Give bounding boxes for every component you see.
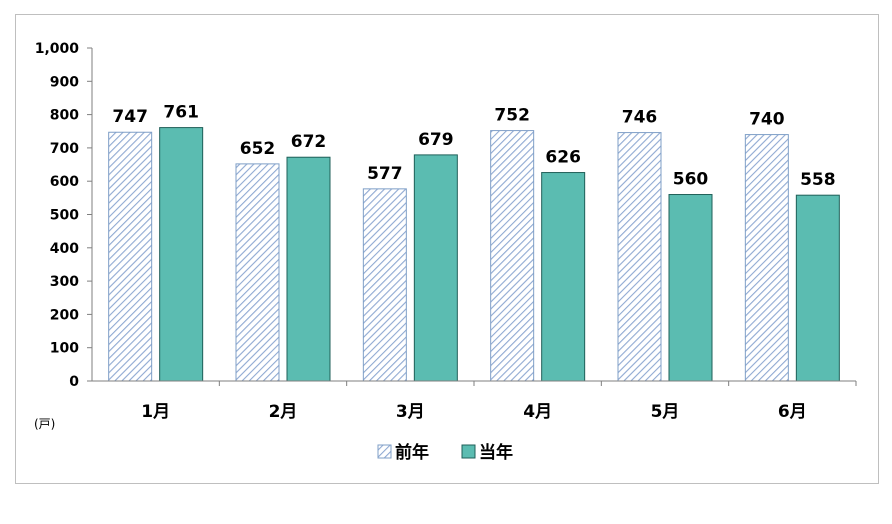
y-tick-label: 400 (50, 241, 79, 257)
legend-label: 当年 (479, 442, 513, 463)
chart-frame (15, 14, 879, 484)
x-category-label: 1月 (141, 402, 170, 422)
data-label: 747 (112, 107, 148, 127)
x-category-label: 6月 (778, 402, 807, 422)
bar-prev-year (235, 163, 280, 382)
data-label: 752 (494, 106, 530, 126)
x-category-label: 3月 (396, 402, 425, 422)
data-label: 746 (622, 108, 658, 128)
data-label: 761 (163, 103, 199, 123)
x-axis: 1月 2月 3月 4月 5月 6月 (92, 380, 857, 422)
y-tick-label: 600 (50, 174, 79, 190)
bar-prev-year (362, 188, 407, 382)
bar-curr-year (668, 194, 713, 382)
bar-curr-year (413, 154, 458, 382)
x-category-label: 4月 (523, 402, 552, 422)
bar-prev-year (617, 132, 662, 382)
y-tick-label: 300 (50, 274, 79, 290)
bar-prev-year (744, 134, 789, 382)
y-tick-label: 800 (50, 108, 79, 124)
data-label: 558 (800, 170, 836, 190)
y-axis: 0 100 200 300 400 500 600 700 800 900 1,000 (戸) (34, 41, 93, 431)
bars: 747 761 652 672 577 679 752 626 746 560 740 558 (108, 103, 840, 382)
x-category-label: 5月 (651, 402, 680, 422)
bar-curr-year (541, 172, 586, 382)
data-label: 560 (673, 170, 709, 190)
y-tick-label: 700 (50, 141, 79, 157)
y-tick-label: 100 (50, 341, 79, 357)
data-label: 652 (240, 139, 276, 159)
y-unit-label: (戸) (34, 417, 55, 431)
y-tick-label: 200 (50, 307, 79, 323)
bar-curr-year (795, 194, 840, 382)
legend-label: 前年 (395, 442, 429, 463)
y-tick-label: 0 (69, 374, 79, 390)
data-label: 672 (291, 132, 327, 152)
legend-swatch (461, 444, 476, 459)
data-label: 679 (418, 130, 454, 150)
data-label: 626 (545, 148, 581, 168)
y-tick-label: 1,000 (35, 41, 80, 57)
y-tick-label: 900 (50, 74, 79, 90)
data-label: 740 (749, 110, 785, 130)
bar-prev-year (108, 131, 153, 382)
bar-curr-year (159, 127, 204, 382)
bar-prev-year (490, 130, 535, 382)
data-label: 577 (367, 164, 403, 184)
y-tick-label: 500 (50, 208, 79, 224)
legend: 前年 当年 (377, 442, 513, 463)
bar-curr-year (286, 156, 331, 382)
x-category-label: 2月 (269, 402, 298, 422)
legend-swatch (377, 444, 392, 459)
